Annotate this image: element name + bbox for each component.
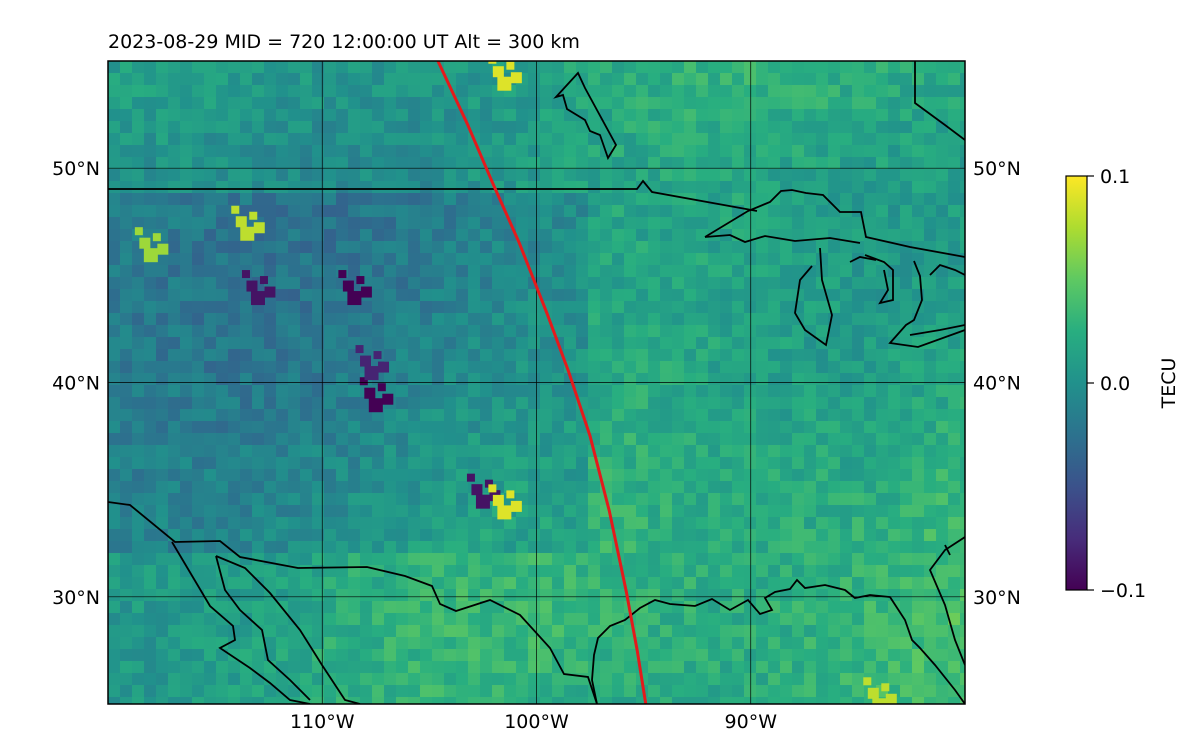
anomaly-cell <box>231 205 240 214</box>
anomaly-cell <box>235 216 247 228</box>
anomaly-cell <box>488 61 497 64</box>
anomaly-cell <box>382 393 394 405</box>
anomaly-cell <box>492 494 504 506</box>
longitude-label: 110°W <box>290 711 355 733</box>
tec-heatmap <box>108 61 965 704</box>
anomaly-cell <box>510 72 522 84</box>
baja-california <box>171 541 311 704</box>
anomaly-cell <box>506 490 515 499</box>
anomaly-cell <box>347 291 362 306</box>
anomaly-cell <box>378 361 390 373</box>
anomaly-cell <box>157 243 169 255</box>
latitude-label-left: 40°N <box>52 373 100 395</box>
anomaly-cell <box>497 76 512 91</box>
anomaly-cell <box>342 280 354 292</box>
latitude-label-right: 50°N <box>973 158 1021 180</box>
latitude-label-right: 30°N <box>973 587 1021 609</box>
coastlines-and-borders <box>108 61 965 704</box>
colorbar: 0.1 0.0 −0.1 TECU <box>1065 166 1180 602</box>
minnesota-wisconsin-shore <box>704 234 861 244</box>
anomaly-cell <box>139 237 151 249</box>
anomaly-cell <box>471 484 483 496</box>
anomaly-cell <box>134 227 143 236</box>
anomaly-cell <box>510 500 522 512</box>
colorbar-tick-label: −0.1 <box>1100 580 1146 602</box>
great-lakes-outline <box>704 189 965 348</box>
florida-panhandle <box>944 544 951 556</box>
canada-us-border <box>108 179 758 212</box>
northeast-edge <box>914 61 965 141</box>
latitude-label-right: 40°N <box>973 373 1021 395</box>
anomaly-cell <box>241 270 250 279</box>
tec-anomaly-patches <box>134 61 897 704</box>
anomaly-cell <box>373 351 382 360</box>
colorbar-ticks: 0.1 0.0 −0.1 <box>1087 166 1146 602</box>
graticule <box>108 61 965 704</box>
anomaly-cell <box>360 355 372 367</box>
anomaly-cell <box>240 226 255 241</box>
florida-peninsula <box>928 536 965 666</box>
axis-labels: 50°N 50°N 40°N 40°N 30°N 30°N 110°W 100°W 90°W <box>52 158 1021 733</box>
longitude-label: 90°W <box>725 711 778 733</box>
anomaly-cell <box>359 377 368 386</box>
anomaly-cell <box>484 479 493 488</box>
map-frame <box>107 60 966 705</box>
anomaly-cell <box>250 291 265 306</box>
anomaly-cell <box>863 677 872 686</box>
colorbar-label: TECU <box>1158 358 1180 410</box>
colorbar-tick-label: 0.0 <box>1100 373 1130 395</box>
mexico-pacific-coast <box>215 555 361 704</box>
latitude-label-left: 30°N <box>52 587 100 609</box>
anomaly-cell <box>867 687 879 699</box>
anomaly-cell <box>364 366 379 381</box>
anomaly-cell <box>355 345 364 354</box>
anomaly-cell <box>246 280 258 292</box>
anomaly-cell <box>368 398 383 413</box>
anomaly-cell <box>253 222 265 234</box>
colorbar-tick-label: 0.1 <box>1100 166 1130 188</box>
anomaly-cell <box>466 473 475 482</box>
anomaly-cell <box>488 484 497 493</box>
anomaly-cell <box>338 270 347 279</box>
map-title: 2023-08-29 MID = 720 12:00:00 UT Alt = 3… <box>108 31 580 53</box>
anomaly-cell <box>356 276 365 285</box>
anomaly-cell <box>259 276 268 285</box>
anomaly-cell <box>360 286 372 298</box>
anomaly-cell <box>249 211 258 220</box>
latitude-label-left: 50°N <box>52 158 100 180</box>
colorbar-gradient <box>1065 175 1088 591</box>
gulf-of-mexico-coast <box>591 578 965 704</box>
anomaly-cell <box>872 698 887 704</box>
anomaly-cell <box>264 286 276 298</box>
terminator-line <box>436 61 648 704</box>
map-area <box>108 61 965 704</box>
longitude-label: 100°W <box>504 711 569 733</box>
anomaly-cell <box>506 61 515 70</box>
anomaly-cell <box>143 248 158 263</box>
anomaly-cell <box>364 387 376 399</box>
anomaly-cell <box>152 233 161 242</box>
hudson-bay-coast <box>553 71 618 161</box>
anomaly-cell <box>492 66 504 78</box>
anomaly-cell <box>377 383 386 392</box>
anomaly-cell <box>475 494 490 509</box>
us-mexico-border <box>108 501 598 704</box>
anomaly-cell <box>885 693 897 704</box>
anomaly-cell <box>881 683 890 692</box>
anomaly-cell <box>497 505 512 520</box>
